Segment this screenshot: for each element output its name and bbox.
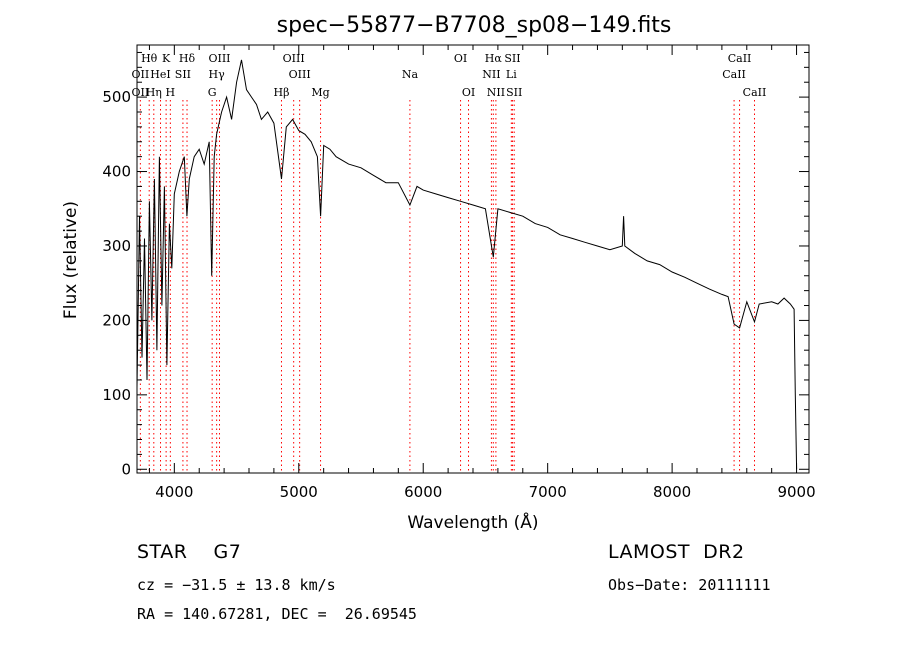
line-label: CaII [728,52,752,65]
y-tick-label: 200 [102,311,131,329]
y-tick-label: 400 [102,163,131,181]
line-label: OI [454,52,467,65]
line-label: OIII [283,52,305,65]
line-label: OII [132,86,150,99]
line-label: SII [506,86,522,99]
line-label: Hθ [141,52,158,65]
line-label: Mg [311,86,329,99]
line-label: Na [402,68,419,81]
x-tick-label: 9000 [777,483,815,501]
survey-name: LAMOST DR2 [608,541,745,563]
line-label: SII [175,68,191,81]
x-tick-label: 5000 [280,483,318,501]
line-label: K [162,52,171,65]
line-label: SII [504,52,520,65]
y-axis-label: Flux (relative) [61,201,81,319]
x-axis-label: Wavelength (Å) [407,511,538,533]
line-label: Hγ [209,68,226,81]
x-tick-label: 7000 [529,483,567,501]
line-label: Li [506,68,517,81]
line-label: NII [482,68,500,81]
line-label: NII [487,86,505,99]
spectrum-line [136,59,798,470]
line-label: Hδ [179,52,196,65]
x-tick-label: 8000 [653,483,691,501]
chart-title: spec−55877−B7708_sp08−149.fits [277,13,672,38]
coordinates: RA = 140.67281, DEC = 26.69545 [137,605,417,623]
line-label: OI [462,86,475,99]
y-tick-label: 300 [102,237,131,255]
line-label: G [208,86,217,99]
y-tick-label: 0 [121,460,131,478]
line-label: CaII [743,86,767,99]
line-label: OIII [289,68,311,81]
line-label: OII [132,68,150,81]
line-label: HeI [150,68,170,81]
velocity-readout: cz = −31.5 ± 13.8 km/s [137,576,336,594]
x-tick-label: 4000 [155,483,193,501]
line-label: CaII [722,68,746,81]
axis-ticks: 4000 5000 6000 7000 8000 9000 0 100 200 300 400 500 [102,45,816,501]
y-tick-label: 500 [102,88,131,106]
line-label: Hβ [274,86,290,99]
line-label: Hα [485,52,503,65]
line-marker-layer [139,100,755,473]
plot-frame [136,44,810,474]
x-tick-label: 6000 [404,483,442,501]
obs-date: Obs−Date: 20111111 [608,576,771,594]
line-label: OIII [208,52,230,65]
y-tick-label: 100 [102,386,131,404]
line-label: Hη [146,86,162,99]
object-class: STAR G7 [137,541,242,563]
line-label: H [166,86,176,99]
